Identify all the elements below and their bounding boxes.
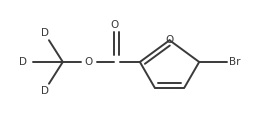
Text: O: O — [110, 20, 118, 30]
Text: D: D — [41, 86, 49, 96]
Text: Br: Br — [229, 57, 241, 67]
Text: D: D — [19, 57, 27, 67]
Text: D: D — [41, 28, 49, 38]
Text: O: O — [165, 35, 174, 45]
Text: O: O — [84, 57, 93, 67]
